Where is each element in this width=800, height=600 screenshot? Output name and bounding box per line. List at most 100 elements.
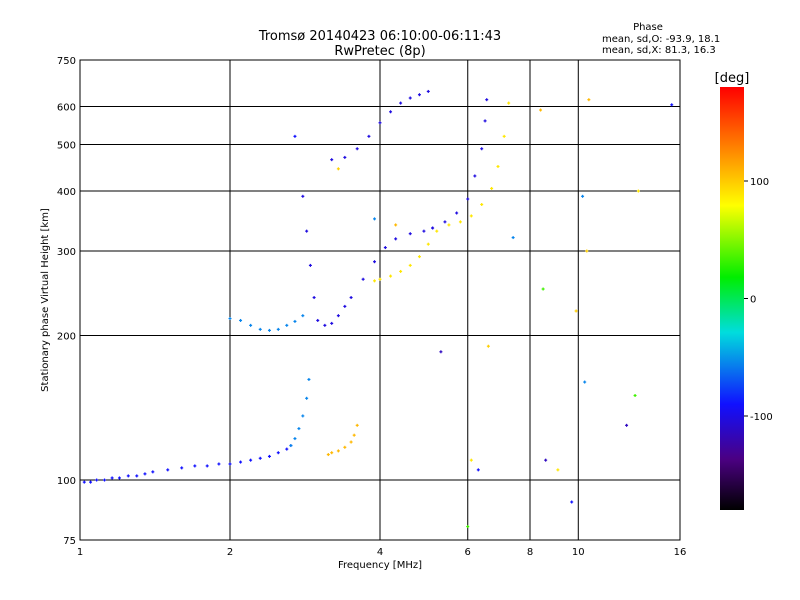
data-point [336,167,340,171]
data-point [426,89,430,93]
data-point [408,232,412,236]
x-tick-label: 8 [527,547,533,558]
plot-frame [79,59,681,541]
data-point [103,478,107,482]
data-point [469,214,473,218]
data-point [308,263,312,267]
x-tick-labels: 1 2 4 6 8 10 16 [77,547,687,558]
data-point [307,377,311,381]
data-point [399,101,403,105]
x-tick-label: 6 [465,547,471,558]
x-tick-label: 1 [77,547,83,558]
data-point [297,427,301,431]
data-point [180,466,184,470]
data-point [336,449,340,453]
data-point [289,444,293,448]
data-point [143,472,147,476]
data-point [394,237,398,241]
data-point [166,468,170,472]
data-point [458,220,462,224]
data-point [293,437,297,441]
data-point [476,468,480,472]
data-point [443,220,447,224]
grid-lines [80,60,680,540]
data-point [110,476,114,480]
y-tick-label: 600 [57,103,76,114]
x-axis-label: Frequency [MHz] [338,560,422,571]
colorbar-tick-label: 0 [750,295,756,306]
data-point [469,458,473,462]
data-point [544,458,548,462]
data-point [89,480,93,484]
data-point [258,456,262,460]
data-point [447,223,451,227]
data-point [373,279,377,283]
data-point [326,453,330,457]
colorbar [720,87,744,510]
data-point [343,155,347,159]
data-point [483,119,487,123]
data-point [574,309,578,313]
data-point [490,186,494,190]
data-point [502,134,506,138]
data-point [323,323,327,327]
data-point [570,500,574,504]
data-point [539,108,543,112]
data-point [455,211,459,215]
data-point [541,287,545,291]
data-point [301,194,305,198]
data-point [258,327,262,331]
data-point [228,317,232,321]
data-point [135,474,139,478]
data-point [496,164,500,168]
data-point [355,423,359,427]
data-point [301,414,305,418]
data-point [422,229,426,233]
data-point [389,110,393,114]
data-point [217,462,221,466]
y-tick-label: 200 [57,332,76,343]
chart-subtitle: RwPretec (8p) [334,44,425,59]
data-point [625,423,629,427]
data-point [399,269,403,273]
data-point [305,396,309,400]
data-point [305,229,309,233]
y-tick-labels: 75 100 200 300 400 500 600 750 [57,56,76,547]
data-point [466,197,470,201]
data-point [556,468,560,472]
chart-title: Tromsø 20140423 06:10:00-06:11:43 [258,29,501,44]
data-point [408,96,412,100]
y-axis-label: Stationary phase Virtual Height [km] [40,208,51,392]
x-tick-label: 4 [377,547,383,558]
data-point [349,296,353,300]
data-point [431,226,435,230]
data-point [285,447,289,451]
data-point [276,327,280,331]
data-point [486,344,490,348]
data-point [249,458,253,462]
data-point [480,202,484,206]
data-point [343,304,347,308]
data-point [267,454,271,458]
data-point [151,470,155,474]
data-point [389,274,393,278]
data-point [583,380,587,384]
phase-stats-heading: Phase [633,22,663,33]
data-point [633,394,637,398]
data-point [239,318,243,322]
data-point [670,103,674,107]
data-point [378,277,382,281]
phase-stats-o-line: mean, sd,O: -93.9, 18.1 [602,34,720,45]
data-point [301,314,305,318]
data-point [193,464,197,468]
data-point [312,296,316,300]
data-point [239,460,243,464]
data-point [367,134,371,138]
data-point [473,174,477,178]
data-point [507,101,511,105]
data-point [636,189,640,193]
x-tick-label: 10 [572,547,585,558]
data-point [293,319,297,323]
data-point [511,236,515,240]
